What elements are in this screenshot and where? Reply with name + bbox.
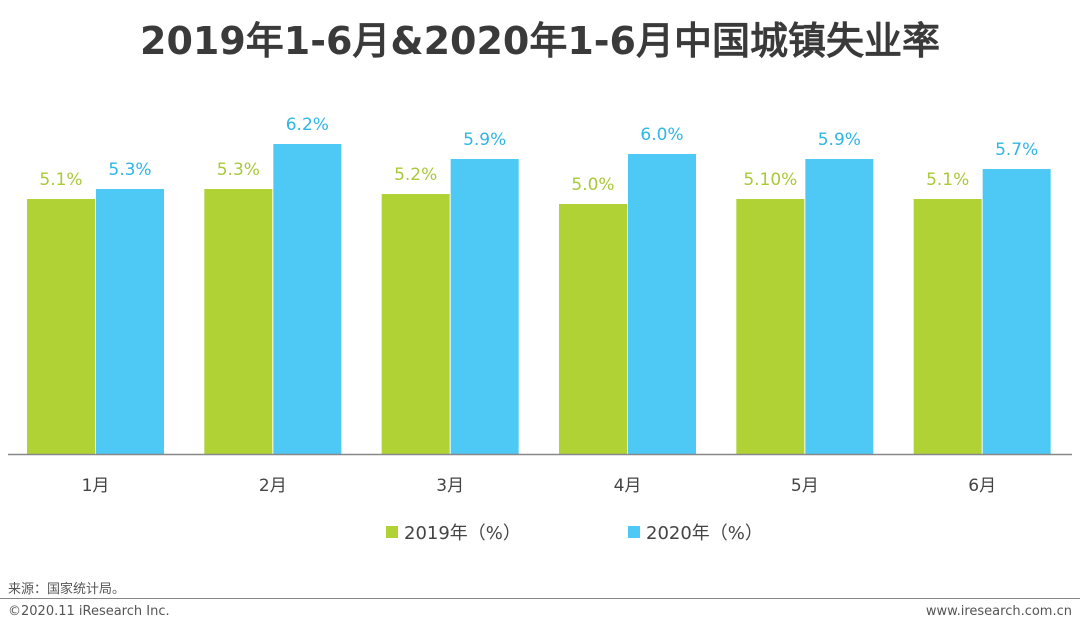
x-tick-label-2: 2月 [259, 476, 287, 496]
data-label-2019-3: 5.2% [394, 165, 437, 185]
legend: 2019年（%） 2020年（%） [0, 519, 1080, 545]
data-label-2020-5: 5.9% [818, 130, 861, 150]
bar-2019-1 [27, 199, 95, 454]
legend-item-2020: 2020年（%） [628, 519, 763, 545]
data-label-2020-3: 5.9% [463, 130, 506, 150]
footer-divider [0, 598, 1080, 599]
bar-2020-1 [96, 189, 164, 454]
x-tick-label-5: 5月 [791, 476, 819, 496]
data-label-2020-4: 6.0% [640, 125, 683, 145]
bar-2020-2 [273, 144, 342, 454]
bar-2019-4 [559, 204, 627, 454]
x-tick-label-4: 4月 [614, 476, 642, 496]
data-label-2020-6: 5.7% [995, 140, 1038, 160]
bar-2019-5 [736, 199, 805, 454]
x-tick-label-1: 1月 [82, 476, 110, 496]
x-tick-label-3: 3月 [436, 476, 464, 496]
source-note: 来源：国家统计局。 [8, 582, 126, 597]
data-label-2019-6: 5.1% [926, 170, 969, 190]
legend-label-2020: 2020年（%） [646, 523, 763, 544]
data-label-2019-2: 5.3% [217, 160, 260, 180]
bar-2020-6 [982, 169, 1051, 454]
chart-title: 2019年1-6月&2020年1-6月中国城镇失业率 [140, 19, 940, 63]
x-tick-label-6: 6月 [968, 476, 996, 496]
bar-2019-2 [204, 189, 273, 454]
legend-swatch-2019 [386, 526, 398, 538]
bar-2019-3 [381, 194, 450, 454]
data-label-2019-4: 5.0% [571, 175, 614, 195]
website: www.iresearch.com.cn [925, 604, 1072, 619]
bar-2019-6 [913, 199, 982, 454]
legend-item-2019: 2019年（%） [386, 519, 521, 545]
legend-swatch-2020 [628, 526, 640, 538]
bar-2020-3 [450, 159, 519, 454]
data-label-2020-1: 5.3% [108, 160, 151, 180]
data-label-2019-5: 5.10% [743, 170, 797, 190]
bar-2020-5 [805, 159, 874, 454]
copyright: ©2020.11 iResearch Inc. [8, 604, 170, 619]
bar-2020-4 [628, 154, 696, 454]
data-label-2019-1: 5.1% [39, 170, 82, 190]
data-label-2020-2: 6.2% [286, 115, 329, 135]
legend-label-2019: 2019年（%） [404, 523, 521, 544]
